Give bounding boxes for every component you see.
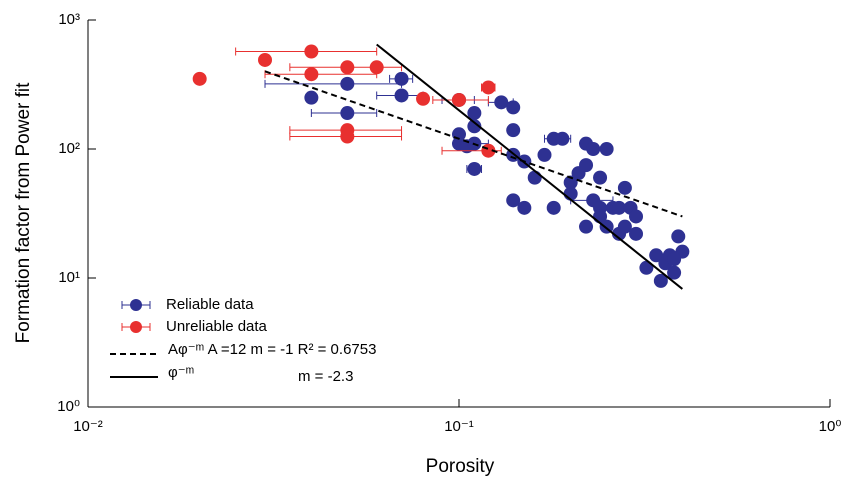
data-point [481, 80, 496, 95]
data-point [340, 76, 355, 91]
x-tick-label: 10⁻¹ [444, 418, 474, 435]
data-point [467, 106, 482, 121]
x-tick-label: 10⁻² [73, 418, 103, 435]
data-point [537, 147, 552, 162]
data-point [340, 60, 355, 75]
x-axis-label: Porosity [426, 456, 495, 477]
data-point [649, 248, 664, 263]
legend-label: Unreliable data [166, 318, 268, 335]
data-point [517, 200, 532, 215]
data-point [546, 200, 561, 215]
legend-marker [130, 299, 142, 311]
legend-marker [130, 321, 142, 333]
data-point [467, 119, 482, 134]
fit-line [376, 43, 683, 290]
fit-line [264, 70, 683, 218]
data-point [555, 131, 570, 146]
data-point [586, 142, 601, 156]
data-point [506, 100, 521, 115]
data-point [617, 219, 632, 234]
data-point [467, 161, 482, 176]
data-point [258, 52, 273, 67]
data-point [629, 226, 644, 241]
data-point [527, 170, 542, 185]
data-point [579, 158, 594, 173]
legend-label: Reliable data [166, 296, 254, 313]
data-point [304, 44, 319, 59]
data-point [369, 60, 384, 75]
data-point [667, 252, 682, 267]
legend-label: φ⁻ᵐ [168, 364, 194, 381]
annotation: m = -2.3 [298, 368, 353, 385]
error-bar [264, 70, 378, 79]
data-point [394, 88, 409, 103]
y-axis-label: Formation factor from Power fit [13, 82, 34, 344]
data-point [671, 229, 686, 244]
data-point [629, 209, 644, 224]
data-point [617, 180, 632, 195]
data-point [394, 71, 409, 86]
data-point [416, 91, 431, 106]
legend-label: Aφ⁻ᵐ A =12 m = -1 R² = 0.6753 [168, 341, 376, 358]
data-point [452, 92, 466, 107]
data-point [494, 95, 509, 110]
data-point [667, 265, 682, 280]
y-tick-label: 10² [58, 140, 80, 157]
y-tick-label: 10¹ [58, 269, 80, 286]
data-point [593, 170, 608, 185]
data-point [653, 273, 668, 288]
data-point [579, 219, 594, 234]
data-point [304, 90, 319, 105]
y-tick-label: 10⁰ [57, 398, 80, 415]
data-point [506, 193, 521, 208]
data-point [639, 260, 654, 275]
y-tick-label: 10³ [58, 11, 80, 28]
data-point [192, 71, 207, 86]
data-point [563, 175, 578, 190]
data-point [612, 200, 627, 215]
data-point [304, 67, 319, 82]
data-point [340, 106, 355, 121]
x-tick-label: 10⁰ [819, 418, 842, 435]
error-bar [264, 79, 403, 88]
data-point [599, 142, 614, 156]
data-point [340, 129, 355, 144]
data-point [506, 123, 521, 138]
